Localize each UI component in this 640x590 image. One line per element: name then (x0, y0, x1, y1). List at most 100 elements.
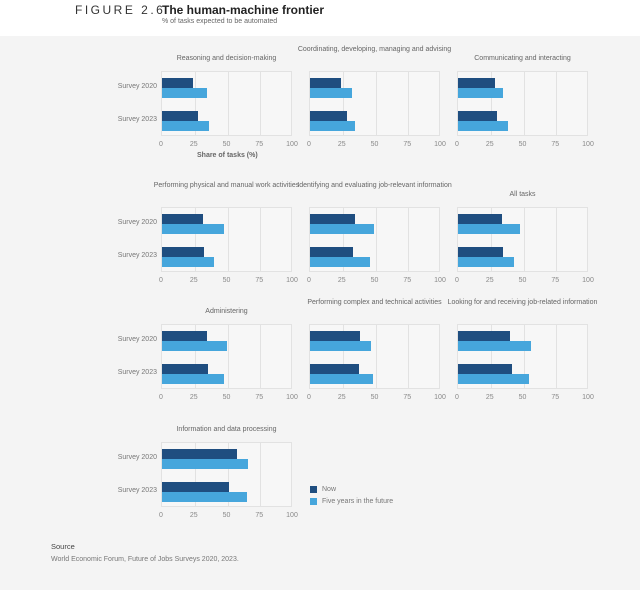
bar-future (310, 224, 375, 234)
gridline (523, 325, 525, 388)
gridline (523, 208, 525, 271)
bar-future (162, 459, 249, 469)
category-label: Survey 2020 (117, 83, 157, 90)
plot-area (161, 207, 292, 272)
plot-area (309, 207, 440, 272)
gridline (227, 72, 229, 135)
legend-swatch-now (310, 486, 317, 493)
bar-future (162, 256, 215, 267)
x-tick-label: 100 (434, 277, 446, 284)
bar-future (310, 341, 371, 351)
legend-now: Now (310, 486, 336, 493)
x-tick-label: 75 (551, 394, 560, 401)
x-tick-label: 50 (518, 394, 527, 401)
bar-now (162, 110, 199, 121)
gridline (260, 325, 262, 388)
x-tick-label: 50 (222, 512, 231, 519)
bar-now (162, 449, 237, 459)
x-tick-label: 25 (485, 141, 494, 148)
gridline (342, 325, 344, 388)
bar-future (162, 224, 224, 234)
x-tick-label: 100 (286, 141, 298, 148)
gridline (194, 208, 196, 271)
gridline (375, 208, 377, 271)
bar-future (458, 88, 504, 98)
legend-future: Five years in the future (310, 498, 393, 505)
category-label: Survey 2020 (117, 336, 157, 343)
x-tick-label: 0 (307, 394, 311, 401)
bar-now (458, 110, 498, 121)
x-tick-label: 75 (551, 277, 560, 284)
x-tick-label: 75 (255, 512, 264, 519)
bar-now (310, 331, 361, 341)
bar-future (162, 341, 227, 351)
bar-now (310, 363, 360, 374)
bar-future (162, 373, 224, 384)
gridline (260, 208, 262, 271)
gridline (194, 325, 196, 388)
x-tick-label: 75 (403, 394, 412, 401)
bar-future (458, 256, 515, 267)
x-tick-label: 25 (189, 141, 198, 148)
gridline (375, 72, 377, 135)
bar-now (310, 78, 342, 88)
x-tick-label: 50 (518, 277, 527, 284)
x-tick-label: 75 (255, 394, 264, 401)
panel-title: Identifying and evaluating job-relevant … (297, 182, 452, 189)
x-tick-label: 0 (307, 141, 311, 148)
bar-future (310, 120, 356, 131)
gridline (194, 72, 196, 135)
source-label: Source (51, 542, 75, 551)
plot-area (161, 442, 292, 507)
panel-title: Performing physical and manual work acti… (153, 182, 300, 189)
bar-future (458, 224, 521, 234)
legend-label: Now (322, 486, 337, 493)
gridline (342, 208, 344, 271)
x-tick-label: 100 (286, 394, 298, 401)
x-tick-label: 100 (434, 141, 446, 148)
panel-title: Communicating and interacting (474, 55, 571, 62)
bar-now (310, 110, 348, 121)
x-tick-label: 25 (337, 141, 346, 148)
x-tick-label: 75 (403, 141, 412, 148)
plot-area (161, 324, 292, 389)
x-tick-label: 50 (370, 394, 379, 401)
plot-area (309, 71, 440, 136)
legend-swatch-future (310, 498, 317, 505)
x-tick-label: 50 (518, 141, 527, 148)
category-label: Survey 2023 (117, 486, 157, 494)
plot-area (309, 324, 440, 389)
category-label: Survey 2023 (117, 115, 157, 123)
gridline (375, 325, 377, 388)
gridline (227, 208, 229, 271)
bar-now (162, 363, 208, 374)
bar-now (458, 214, 502, 224)
bar-now (162, 78, 194, 88)
x-tick-label: 100 (286, 277, 298, 284)
bar-now (458, 78, 495, 88)
x-tick-label: 25 (189, 394, 198, 401)
gridline (408, 325, 410, 388)
gridline (556, 208, 558, 271)
bar-future (310, 373, 373, 384)
figure-number: FIGURE 2.6 (75, 3, 166, 17)
plot-area (457, 207, 588, 272)
gridline (490, 208, 492, 271)
bar-now (458, 363, 512, 374)
plot-area (161, 71, 292, 136)
panel-title: Information and data processing (176, 426, 277, 433)
gridline (260, 72, 262, 135)
panel-title: Performing complex and technical activit… (307, 299, 442, 306)
panel-title: Reasoning and decision-making (176, 55, 277, 62)
bar-future (162, 120, 209, 131)
x-tick-label: 0 (159, 141, 163, 148)
x-tick-label: 100 (582, 394, 594, 401)
bar-now (162, 246, 204, 257)
x-tick-label: 0 (455, 394, 459, 401)
bar-future (310, 88, 352, 98)
gridline (408, 208, 410, 271)
bar-now (162, 331, 208, 341)
figure-subtitle: % of tasks expected to be automated (162, 18, 278, 25)
bar-future (162, 491, 248, 502)
x-axis-label: Share of tasks (%) (197, 152, 258, 159)
